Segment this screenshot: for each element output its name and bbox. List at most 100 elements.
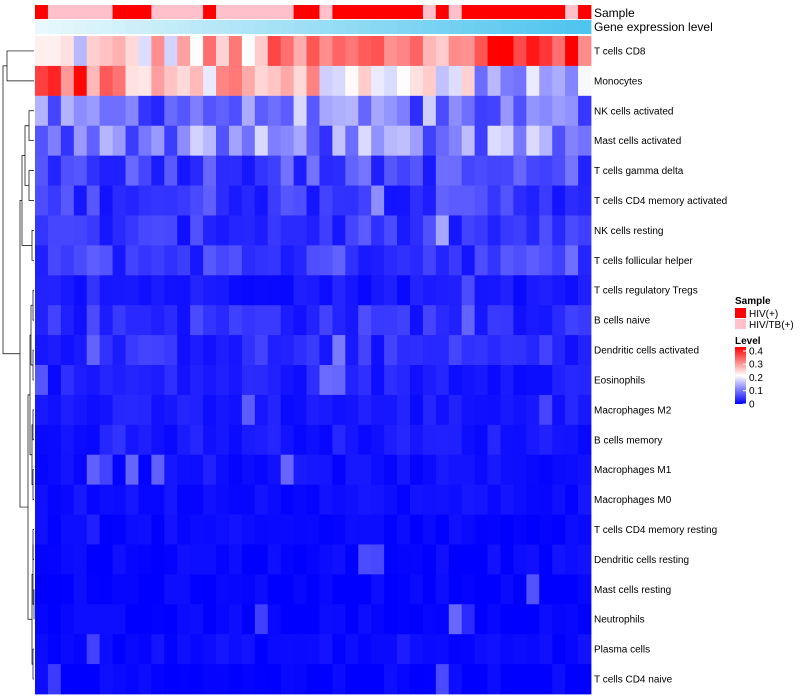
heatmap-cell: [293, 95, 307, 127]
heatmap-cell: [306, 394, 320, 426]
row-label: Eosinophils: [594, 375, 645, 386]
heatmap-cell: [35, 155, 49, 186]
heatmap-cell: [35, 604, 49, 635]
heatmap-cell: [474, 365, 488, 396]
heatmap-cell: [448, 454, 463, 486]
heatmap-cell: [228, 185, 243, 216]
heatmap-cell: [151, 664, 165, 695]
heatmap-cell: [448, 634, 463, 665]
heatmap-cell: [474, 95, 488, 127]
expression-annotation-cell: [86, 20, 101, 34]
heatmap-cell: [99, 454, 113, 486]
heatmap-cell: [60, 514, 75, 545]
heatmap-cell: [319, 36, 333, 67]
heatmap-cell: [500, 574, 514, 605]
expression-annotation-cell: [306, 20, 320, 34]
heatmap-cell: [435, 544, 450, 575]
heatmap-cell: [409, 245, 424, 276]
legend-tick-label: 0.1: [749, 386, 763, 397]
heatmap-cell: [254, 454, 269, 486]
heatmap-cell: [138, 514, 152, 545]
heatmap-cell: [99, 394, 113, 426]
heatmap-cell: [332, 484, 346, 515]
heatmap-cell: [99, 365, 113, 396]
heatmap-cell: [112, 424, 126, 456]
heatmap-cell: [280, 36, 295, 67]
heatmap-cell: [190, 245, 204, 276]
heatmap-cell: [358, 544, 372, 575]
heatmap-cell: [500, 95, 514, 127]
sample-annotation-cell: [35, 5, 49, 19]
heatmap-cell: [216, 604, 230, 635]
heatmap-cell: [474, 574, 488, 605]
heatmap-cell: [448, 664, 463, 695]
heatmap-cell: [151, 394, 165, 426]
heatmap-cell: [138, 634, 152, 665]
legend-swatch-hiv: [735, 308, 746, 318]
heatmap-cell: [526, 275, 540, 306]
heatmap-cell: [228, 36, 243, 67]
heatmap-cell: [151, 335, 165, 366]
heatmap-cell: [306, 574, 320, 605]
heatmap-cell: [112, 544, 126, 575]
heatmap-cell: [384, 484, 398, 515]
heatmap-cell: [164, 185, 178, 216]
heatmap-cell: [190, 365, 204, 396]
heatmap-cell: [371, 604, 385, 635]
heatmap-cell: [73, 65, 88, 97]
heatmap-cell: [138, 574, 152, 605]
heatmap-cell: [60, 394, 75, 426]
heatmap-cell: [552, 36, 566, 67]
heatmap-cell: [526, 155, 540, 186]
heatmap-cell: [216, 514, 230, 545]
heatmap-cell: [151, 95, 165, 127]
heatmap-cell: [461, 215, 476, 246]
heatmap-cell: [47, 305, 62, 336]
row-label: Plasma cells: [594, 645, 650, 656]
heatmap-cell: [228, 335, 243, 366]
heatmap-cell: [293, 335, 307, 366]
heatmap-cell: [397, 424, 411, 456]
heatmap-cell: [203, 664, 217, 695]
heatmap-cell: [151, 125, 165, 157]
heatmap-cell: [177, 664, 191, 695]
heatmap-cell: [526, 394, 540, 426]
heatmap-cell: [125, 454, 139, 486]
heatmap-cell: [422, 634, 437, 665]
heatmap-cell: [474, 514, 488, 545]
heatmap-cell: [384, 365, 398, 396]
heatmap-cell: [448, 394, 463, 426]
row-labels: T cells CD8 Monocytes NK cells activated Ma…: [594, 46, 727, 685]
heatmap-cell: [578, 394, 592, 426]
heatmap-cell: [138, 424, 152, 456]
heatmap-cell: [384, 634, 398, 665]
legend-tick-label: 0.4: [749, 346, 763, 357]
heatmap-cell: [371, 574, 385, 605]
heatmap-cell: [99, 574, 113, 605]
heatmap-cell: [539, 155, 553, 186]
heatmap-cell: [526, 245, 540, 276]
heatmap-cell: [371, 305, 385, 336]
heatmap-cell: [371, 365, 385, 396]
expression-annotation-cell: [125, 20, 139, 34]
heatmap-cell: [319, 634, 333, 665]
dendrogram-branch: [32, 409, 34, 441]
heatmap-cell: [461, 155, 476, 186]
heatmap-cell: [487, 604, 501, 635]
heatmap-cell: [513, 484, 527, 515]
heatmap-cell: [228, 155, 243, 186]
heatmap-cell: [177, 424, 191, 456]
heatmap-cell: [332, 394, 346, 426]
annotation-label-sample: Sample: [594, 6, 635, 20]
heatmap-cell: [474, 424, 488, 456]
heatmap-cell: [539, 245, 553, 276]
heatmap-cell: [267, 95, 282, 127]
heatmap-cell: [138, 275, 152, 306]
heatmap-cell: [125, 424, 139, 456]
heatmap-cell: [99, 305, 113, 336]
heatmap-cell: [177, 245, 191, 276]
heatmap-cell: [552, 604, 566, 635]
heatmap-cell: [280, 95, 295, 127]
heatmap-cell: [151, 245, 165, 276]
dendrogram-branch: [32, 469, 34, 500]
